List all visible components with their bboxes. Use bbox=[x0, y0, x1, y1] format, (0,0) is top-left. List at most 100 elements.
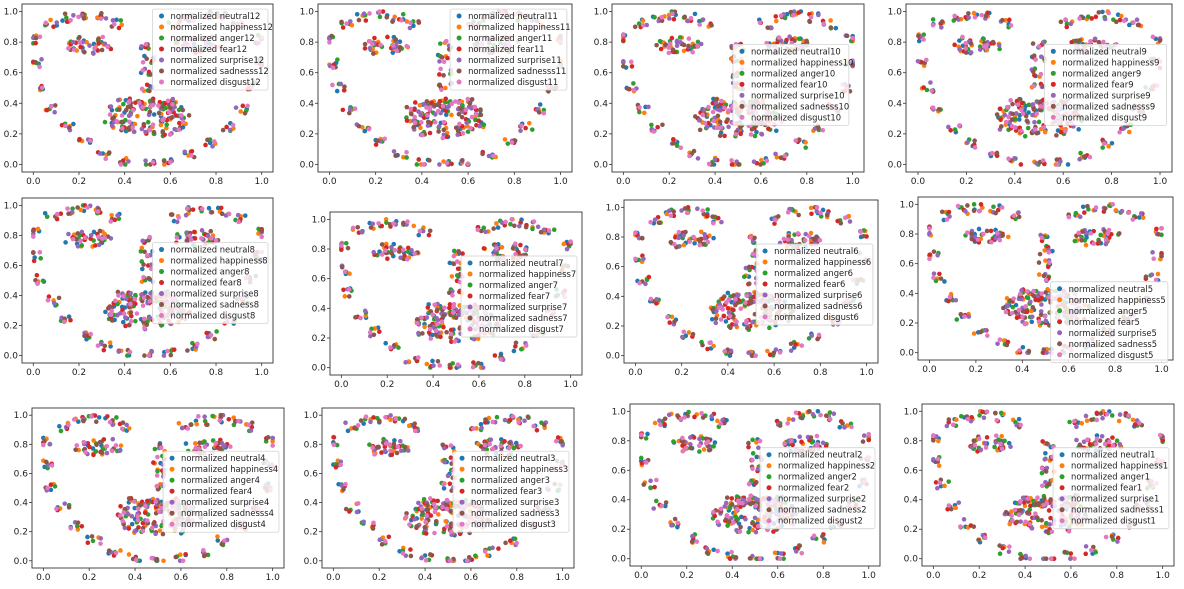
point-disgust bbox=[687, 153, 692, 159]
point-disgust bbox=[778, 13, 784, 18]
point-sadness bbox=[1081, 154, 1087, 159]
legend-marker bbox=[169, 510, 175, 516]
point-surprise bbox=[1012, 155, 1017, 161]
point-sadness bbox=[456, 249, 462, 255]
point-surprise bbox=[1134, 17, 1140, 23]
legend-marker bbox=[159, 280, 165, 286]
point-sadness bbox=[1000, 17, 1005, 23]
point-disgust bbox=[637, 105, 642, 110]
point-anger bbox=[511, 445, 517, 451]
point-surprise bbox=[935, 253, 940, 258]
point-surprise bbox=[996, 42, 1002, 48]
scatter-chart-11: 0.0 0.2 0.4 0.6 0.8 1.00.00.20.40.60.81.0 norm… bbox=[300, 3, 573, 187]
point-disgust bbox=[981, 44, 987, 49]
point-fear bbox=[46, 294, 52, 299]
point-disgust bbox=[140, 68, 146, 73]
point-sadness bbox=[1036, 260, 1042, 265]
point-fear bbox=[1082, 210, 1087, 215]
point-disgust bbox=[202, 444, 208, 450]
point-disgust bbox=[1038, 104, 1044, 109]
point-disgust bbox=[1034, 111, 1040, 117]
point-happiness bbox=[406, 423, 412, 429]
point-sadness bbox=[339, 19, 344, 25]
legend-label: normalized sadness7 bbox=[479, 313, 568, 323]
y-tick-label: 0.8 bbox=[900, 230, 915, 240]
point-disgust bbox=[188, 237, 194, 242]
point-disgust bbox=[1150, 34, 1156, 40]
point-fear bbox=[404, 118, 410, 123]
point-surprise bbox=[1005, 303, 1010, 309]
point-disgust bbox=[686, 36, 692, 41]
point-sadness bbox=[670, 47, 676, 53]
point-disgust bbox=[781, 236, 787, 242]
point-neutral bbox=[103, 309, 108, 315]
point-disgust bbox=[640, 23, 646, 28]
point-sadness bbox=[1001, 305, 1006, 311]
legend-label: normalized neutral10 bbox=[751, 46, 841, 56]
point-fear bbox=[1032, 72, 1037, 78]
point-sadness bbox=[778, 155, 784, 161]
point-sadness bbox=[1031, 53, 1037, 58]
point-anger bbox=[767, 325, 772, 331]
point-disgust bbox=[367, 11, 372, 16]
point-disgust bbox=[1004, 104, 1010, 110]
point-disgust bbox=[144, 518, 150, 523]
point-surprise bbox=[409, 247, 414, 253]
point-fear bbox=[85, 540, 91, 545]
point-fear bbox=[437, 72, 442, 77]
x-tick-label: 0.4 bbox=[415, 177, 430, 187]
point-fear bbox=[408, 547, 413, 552]
legend-label: normalized surprise4 bbox=[181, 497, 269, 507]
point-surprise bbox=[62, 501, 68, 506]
point-anger bbox=[803, 145, 809, 150]
point-fear bbox=[362, 46, 368, 51]
point-surprise bbox=[812, 126, 818, 131]
point-fear bbox=[921, 85, 926, 90]
point-disgust bbox=[972, 145, 978, 150]
point-disgust bbox=[435, 321, 440, 327]
y-tick-label: 0.2 bbox=[304, 528, 318, 538]
point-fear bbox=[385, 34, 390, 40]
legend-box bbox=[449, 8, 568, 91]
point-disgust bbox=[65, 206, 70, 211]
point-surprise bbox=[115, 213, 120, 218]
point-neutral bbox=[725, 290, 731, 296]
point-disgust bbox=[695, 43, 700, 49]
point-sadness bbox=[109, 305, 115, 310]
point-disgust bbox=[1106, 227, 1112, 233]
point-surprise bbox=[702, 231, 707, 237]
point-surprise bbox=[676, 235, 681, 241]
point-sadness bbox=[346, 294, 352, 299]
point-disgust bbox=[68, 17, 73, 23]
point-surprise bbox=[518, 128, 523, 134]
point-surprise bbox=[143, 129, 148, 135]
point-disgust bbox=[1040, 158, 1046, 163]
point-fear bbox=[68, 317, 73, 323]
point-disgust bbox=[121, 311, 127, 316]
point-sadness bbox=[1096, 239, 1102, 244]
legend-marker bbox=[1050, 59, 1056, 65]
point-sadness bbox=[126, 496, 132, 501]
point-disgust bbox=[165, 348, 170, 354]
scatter-panel-11: 0.0 0.2 0.4 0.6 0.8 1.0 0.0 0.2 0.4 0.6 0.8 1.0 norm… bbox=[300, 3, 576, 188]
x-tick-label: 0.6 bbox=[163, 368, 178, 378]
point-surprise bbox=[517, 223, 522, 229]
point-disgust bbox=[208, 332, 214, 338]
legend-marker bbox=[169, 499, 175, 505]
point-disgust bbox=[74, 443, 80, 448]
point-disgust bbox=[117, 513, 123, 518]
point-happiness bbox=[443, 518, 449, 524]
point-fear bbox=[226, 416, 232, 422]
point-neutral bbox=[1137, 215, 1142, 220]
point-fear bbox=[1058, 129, 1064, 135]
point-anger bbox=[121, 101, 126, 107]
point-neutral bbox=[447, 260, 453, 266]
point-disgust bbox=[850, 58, 855, 63]
point-fear bbox=[1064, 24, 1070, 30]
point-sadness bbox=[536, 110, 542, 115]
y-tick-label: 1.0 bbox=[888, 8, 903, 18]
point-surprise bbox=[39, 57, 44, 62]
y-tick-label: 0.6 bbox=[304, 469, 319, 479]
point-surprise bbox=[79, 229, 85, 235]
point-disgust bbox=[427, 326, 433, 332]
